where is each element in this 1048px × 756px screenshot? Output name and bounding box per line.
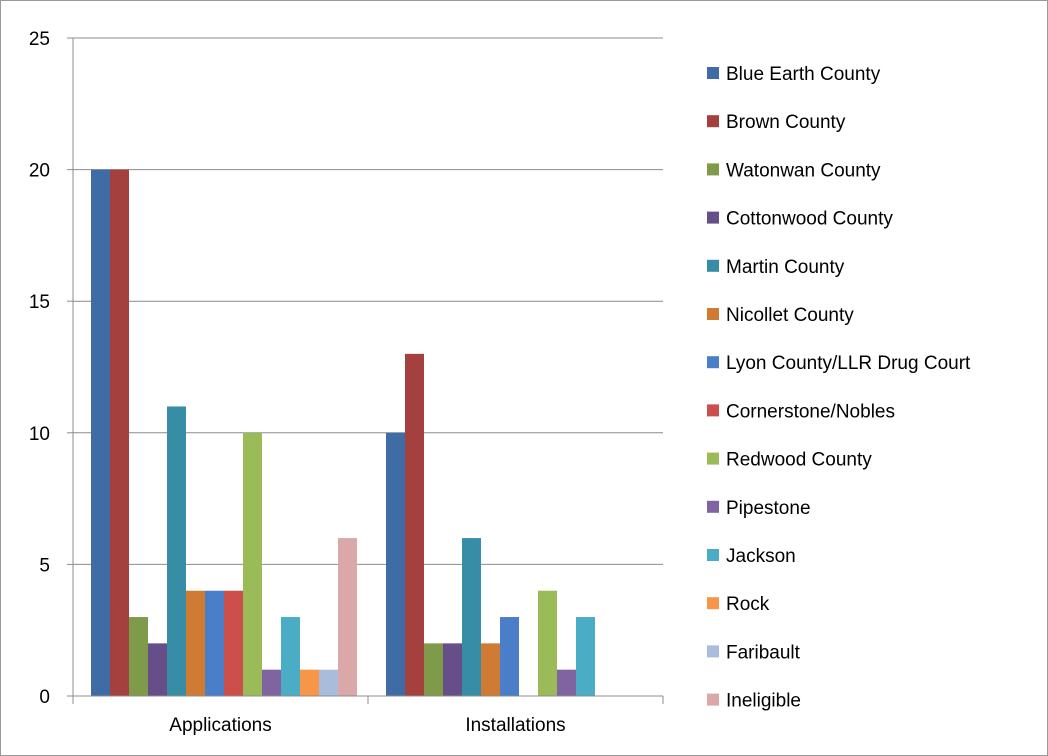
- legend-swatch: [707, 500, 719, 513]
- bars: [91, 169, 595, 697]
- legend-label: Blue Earth County: [726, 64, 881, 85]
- y-tick-label: 10: [29, 424, 50, 445]
- legend-swatch: [707, 597, 719, 610]
- y-tick-label: 0: [39, 687, 50, 708]
- gridlines: [73, 37, 663, 565]
- x-tick-label: Installations: [465, 715, 565, 736]
- bar: [129, 617, 148, 696]
- legend-swatch: [707, 356, 719, 369]
- legend-swatch: [707, 404, 719, 417]
- bar: [538, 590, 557, 696]
- legend-swatch: [707, 115, 719, 128]
- y-tick-label: 20: [29, 161, 50, 182]
- legend-label: Martin County: [726, 257, 845, 278]
- bar: [148, 643, 167, 696]
- legend-label: Nicollet County: [726, 305, 854, 326]
- bar: [500, 617, 519, 696]
- legend-label: Watonwan County: [726, 160, 881, 181]
- legend-label: Faribault: [726, 642, 801, 663]
- y-tick-label: 25: [29, 29, 50, 50]
- bar: [262, 669, 281, 696]
- legend-label: Ineligible: [726, 691, 801, 712]
- legend-swatch: [707, 693, 719, 706]
- bar: [243, 432, 262, 696]
- bar: [424, 643, 443, 696]
- bar: [91, 169, 110, 697]
- bar: [386, 432, 405, 696]
- bar: [186, 590, 205, 696]
- legend-label: Cottonwood County: [726, 209, 893, 230]
- legend-swatch: [707, 211, 719, 224]
- legend-swatch: [707, 452, 719, 465]
- bar: [462, 538, 481, 696]
- bar: [319, 669, 338, 696]
- x-tick-label: Applications: [169, 715, 271, 736]
- bar: [205, 590, 224, 696]
- legend-label: Pipestone: [726, 498, 811, 519]
- legend-label: Cornerstone/Nobles: [726, 401, 895, 422]
- legend-label: Brown County: [726, 112, 846, 133]
- legend: Blue Earth County Brown County Watonwan Co…: [707, 64, 971, 712]
- legend-swatch: [707, 645, 719, 658]
- legend-swatch: [707, 67, 719, 79]
- legend-swatch: [707, 308, 719, 320]
- y-tick-label: 15: [29, 292, 50, 313]
- bar: [281, 617, 300, 696]
- bar: [300, 669, 319, 696]
- y-tick-label: 5: [39, 555, 50, 576]
- bar: [338, 538, 357, 696]
- legend-label: Lyon County/LLR Drug Court: [726, 353, 971, 374]
- axes: 0 5 10 15 20 25 Applications Installations: [29, 29, 664, 736]
- bar: [110, 169, 129, 697]
- bar: [443, 643, 462, 696]
- legend-swatch: [707, 163, 719, 176]
- bar: [576, 617, 595, 696]
- bar: [405, 353, 424, 696]
- legend-label: Rock: [726, 594, 770, 615]
- bar: [557, 669, 576, 696]
- bar: [167, 406, 186, 696]
- legend-swatch: [707, 549, 719, 561]
- bar: [481, 643, 500, 696]
- legend-label: Jackson: [726, 546, 796, 567]
- legend-label: Redwood County: [726, 450, 872, 471]
- legend-swatch: [707, 259, 719, 272]
- bar: [224, 590, 243, 696]
